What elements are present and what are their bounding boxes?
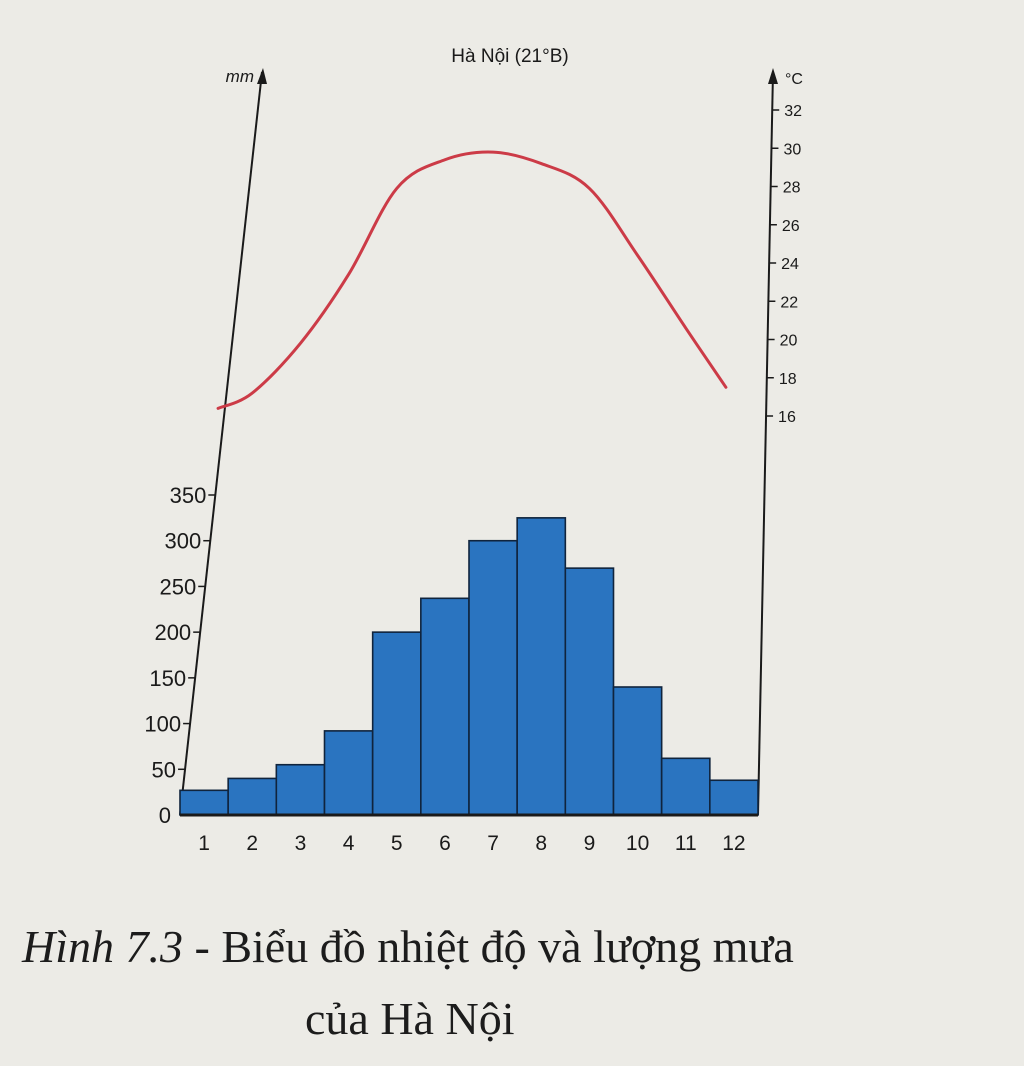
caption-line-1: Hình 7.3 - Biểu đồ nhiệt độ và lượng mưa — [22, 920, 794, 973]
precipitation-bar — [179, 789, 229, 816]
chart-title: Hà Nội (21°B) — [451, 46, 568, 67]
left-axis-tick-label: 150 — [149, 666, 186, 691]
temperature-line — [216, 150, 728, 410]
left-axis-tick-label: 200 — [154, 620, 191, 645]
right-axis-arrow-icon — [768, 68, 778, 84]
left-axis-tick-label: 300 — [165, 529, 202, 554]
right-axis-tick-label: 20 — [780, 333, 798, 350]
precipitation-bar — [227, 777, 278, 816]
left-axis-tick-label: 50 — [152, 757, 176, 782]
precipitation-bar — [468, 539, 518, 816]
x-axis-tick-label: 11 — [675, 832, 697, 855]
x-axis-tick-label: 10 — [626, 832, 649, 855]
left-axis-arrow-icon — [257, 68, 267, 84]
left-axis-tick-label: 0 — [159, 803, 171, 828]
right-axis-tick-label: 18 — [779, 371, 797, 388]
right-axis: °C 16 18 20 22 24 26 28 30 32 — [757, 68, 803, 816]
caption-line-2: của Hà Nội — [305, 993, 515, 1044]
precipitation-bars — [179, 517, 759, 816]
precipitation-bar — [420, 597, 470, 816]
x-axis-tick-label: 7 — [487, 832, 499, 855]
left-axis: mm 0 50 100 150 200 250 300 350 — [144, 67, 267, 828]
precipitation-bar — [275, 763, 326, 816]
precipitation-bar — [612, 686, 663, 816]
left-axis-unit: mm — [226, 67, 254, 86]
x-axis-tick-label: 8 — [535, 832, 547, 855]
left-axis-line — [179, 71, 263, 816]
right-axis-tick-label: 22 — [780, 294, 798, 311]
caption-text: Biểu đồ nhiệt độ và lượng mưa — [221, 921, 794, 972]
x-axis-tick-label: 2 — [246, 832, 258, 855]
x-axis: 1 2 3 4 5 6 7 8 9 10 11 12 — [180, 813, 758, 855]
right-axis-tick-label: 30 — [783, 141, 801, 158]
caption-separator: - — [183, 921, 222, 972]
precipitation-bar — [371, 631, 422, 816]
right-axis-unit: °C — [785, 71, 803, 88]
right-axis-line — [757, 71, 774, 816]
precipitation-bar — [660, 757, 711, 816]
left-axis-tick-label: 350 — [170, 483, 207, 508]
x-axis-tick-label: 9 — [584, 832, 596, 855]
caption-figure-number: Hình 7.3 — [22, 921, 183, 972]
right-axis-tick-label: 26 — [782, 218, 800, 235]
precipitation-bar — [323, 730, 374, 816]
right-axis-tick-label: 24 — [781, 256, 799, 273]
precipitation-bar — [516, 517, 567, 816]
precipitation-bar — [709, 779, 759, 816]
left-axis-tick-label: 250 — [160, 574, 197, 599]
x-axis-tick-label: 5 — [391, 832, 403, 855]
temperature-line-group — [216, 150, 728, 410]
x-axis-tick-label: 6 — [439, 832, 451, 855]
right-axis-tick-label: 32 — [784, 103, 802, 120]
right-axis-tick-label: 28 — [783, 180, 801, 197]
left-axis-tick-label: 100 — [144, 712, 181, 737]
x-axis-tick-label: 3 — [295, 832, 307, 855]
x-axis-tick-label: 12 — [722, 832, 745, 855]
precipitation-bar — [564, 567, 615, 816]
x-axis-tick-label: 4 — [343, 832, 355, 855]
x-axis-tick-label: 1 — [198, 832, 210, 855]
right-axis-tick-label: 16 — [778, 409, 796, 426]
